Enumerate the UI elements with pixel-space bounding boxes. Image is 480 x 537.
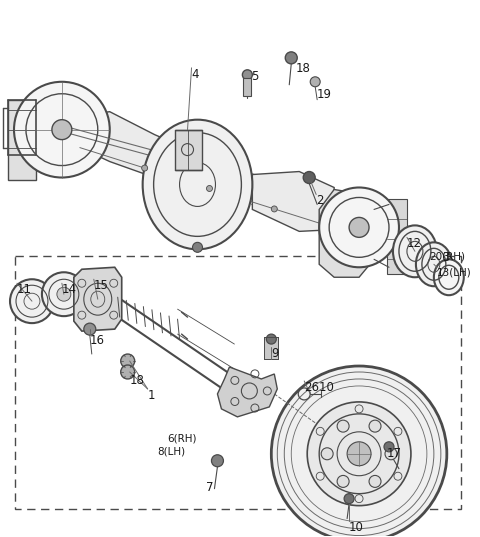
Text: 20(RH): 20(RH)	[429, 251, 465, 262]
Circle shape	[266, 334, 276, 344]
Circle shape	[344, 494, 354, 504]
Circle shape	[285, 52, 297, 64]
Text: 7: 7	[206, 481, 214, 494]
Text: 13(LH): 13(LH)	[437, 267, 472, 277]
Text: 17: 17	[387, 447, 402, 460]
Ellipse shape	[42, 272, 86, 316]
Text: 5: 5	[252, 70, 259, 83]
Text: 2610: 2610	[304, 381, 334, 394]
Polygon shape	[252, 171, 339, 231]
Circle shape	[369, 420, 381, 432]
Text: 19: 19	[316, 88, 331, 101]
Circle shape	[369, 475, 381, 488]
Bar	[387, 199, 407, 274]
Ellipse shape	[143, 120, 252, 249]
Text: 3: 3	[442, 251, 449, 264]
Text: 18: 18	[295, 62, 310, 75]
Text: 9: 9	[271, 347, 279, 360]
Circle shape	[84, 323, 96, 335]
Polygon shape	[319, 190, 374, 277]
Polygon shape	[80, 112, 178, 178]
Circle shape	[120, 354, 135, 368]
Ellipse shape	[14, 82, 110, 178]
Bar	[243, 78, 252, 96]
Circle shape	[337, 475, 349, 488]
Circle shape	[52, 120, 72, 140]
Text: 4: 4	[192, 68, 199, 81]
Bar	[175, 129, 203, 170]
Ellipse shape	[393, 226, 437, 277]
Circle shape	[192, 242, 203, 252]
Text: 18: 18	[130, 374, 144, 387]
Text: 12: 12	[407, 237, 422, 250]
Text: 6(RH): 6(RH)	[168, 434, 197, 444]
Ellipse shape	[319, 187, 399, 267]
Text: 15: 15	[94, 279, 108, 292]
Ellipse shape	[271, 366, 447, 537]
Text: 16: 16	[90, 334, 105, 347]
Circle shape	[349, 217, 369, 237]
Text: 14: 14	[62, 283, 77, 296]
Ellipse shape	[10, 279, 54, 323]
Circle shape	[384, 442, 394, 452]
Polygon shape	[74, 267, 122, 331]
Ellipse shape	[434, 259, 464, 295]
Text: 11: 11	[17, 283, 32, 296]
Circle shape	[385, 448, 397, 460]
Circle shape	[212, 455, 223, 467]
Ellipse shape	[347, 442, 371, 466]
Ellipse shape	[416, 242, 452, 286]
Circle shape	[120, 365, 135, 379]
Circle shape	[303, 171, 315, 184]
Text: 1: 1	[148, 389, 155, 402]
Text: 2: 2	[316, 194, 324, 207]
Bar	[15, 256, 461, 509]
Polygon shape	[217, 367, 277, 417]
Text: 10: 10	[349, 520, 364, 534]
Circle shape	[321, 448, 333, 460]
Text: 8(LH): 8(LH)	[157, 447, 186, 457]
Circle shape	[310, 77, 320, 87]
Ellipse shape	[307, 402, 411, 506]
Bar	[8, 100, 36, 179]
Bar	[264, 337, 278, 359]
Ellipse shape	[57, 287, 71, 301]
Circle shape	[271, 206, 277, 212]
Circle shape	[206, 185, 213, 192]
Circle shape	[142, 165, 148, 171]
Circle shape	[242, 70, 252, 80]
Circle shape	[337, 420, 349, 432]
